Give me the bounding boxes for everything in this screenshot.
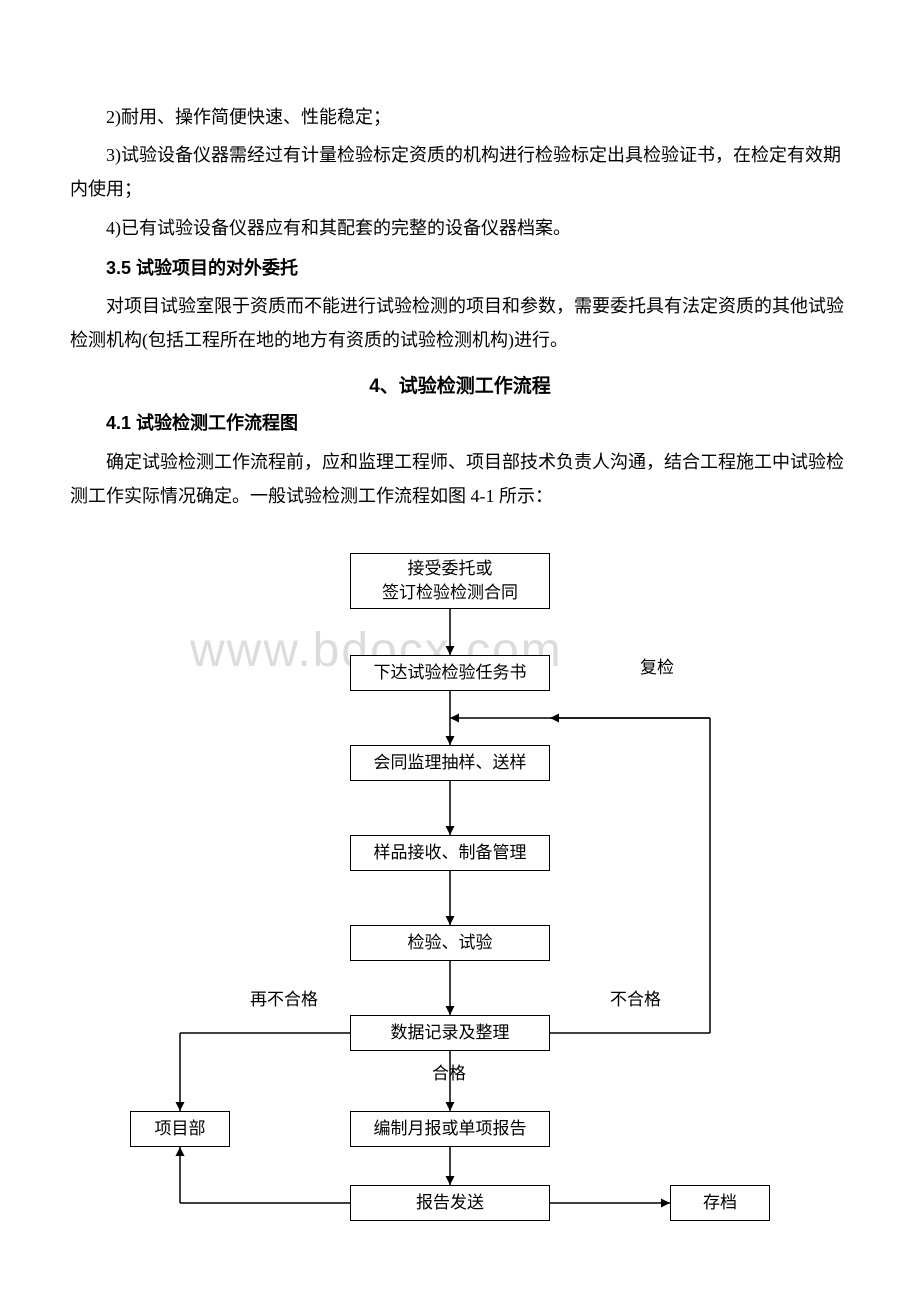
flow-node-n9: 项目部 [130, 1111, 230, 1147]
flow-label-fail_again: 再不合格 [250, 985, 318, 1010]
flow-label-pass: 合格 [432, 1059, 466, 1084]
flow-node-n10: 存档 [670, 1185, 770, 1221]
flow-label-recheck: 复检 [640, 653, 674, 678]
flow-node-n2: 下达试验检验任务书 [350, 655, 550, 691]
flow-node-n5: 检验、试验 [350, 925, 550, 961]
heading-section-4: 4、试验检测工作流程 [70, 371, 850, 398]
flow-node-n3: 会同监理抽样、送样 [350, 745, 550, 781]
para-item-4: 4)已有试验设备仪器应有和其配套的完整的设备仪器档案。 [70, 211, 850, 245]
flow-node-n1: 接受委托或 签订检验检测合同 [350, 553, 550, 609]
para-4-1-body: 确定试验检测工作流程前，应和监理工程师、项目部技术负责人沟通，结合工程施工中试验… [70, 445, 850, 513]
flow-node-n7: 编制月报或单项报告 [350, 1111, 550, 1147]
para-3-5-body: 对项目试验室限于资质而不能进行试验检测的项目和参数，需要委托具有法定资质的其他试… [70, 289, 850, 357]
heading-4-1: 4.1 试验检测工作流程图 [70, 406, 850, 440]
flow-node-n4: 样品接收、制备管理 [350, 835, 550, 871]
heading-3-5: 3.5 试验项目的对外委托 [70, 251, 850, 285]
flow-node-n8: 报告发送 [350, 1185, 550, 1221]
flow-node-n6: 数据记录及整理 [350, 1015, 550, 1051]
flow-label-fail: 不合格 [610, 985, 661, 1010]
para-item-3: 3)试验设备仪器需经过有计量检验标定资质的机构进行检验标定出具检验证书，在检定有… [70, 138, 850, 206]
para-item-2: 2)耐用、操作简便快速、性能稳定； [70, 100, 850, 134]
flowchart-4-1: www.bdocx.com 接受委托或 签订检验检测合同下达试验检验任务书会同监… [70, 553, 850, 1233]
